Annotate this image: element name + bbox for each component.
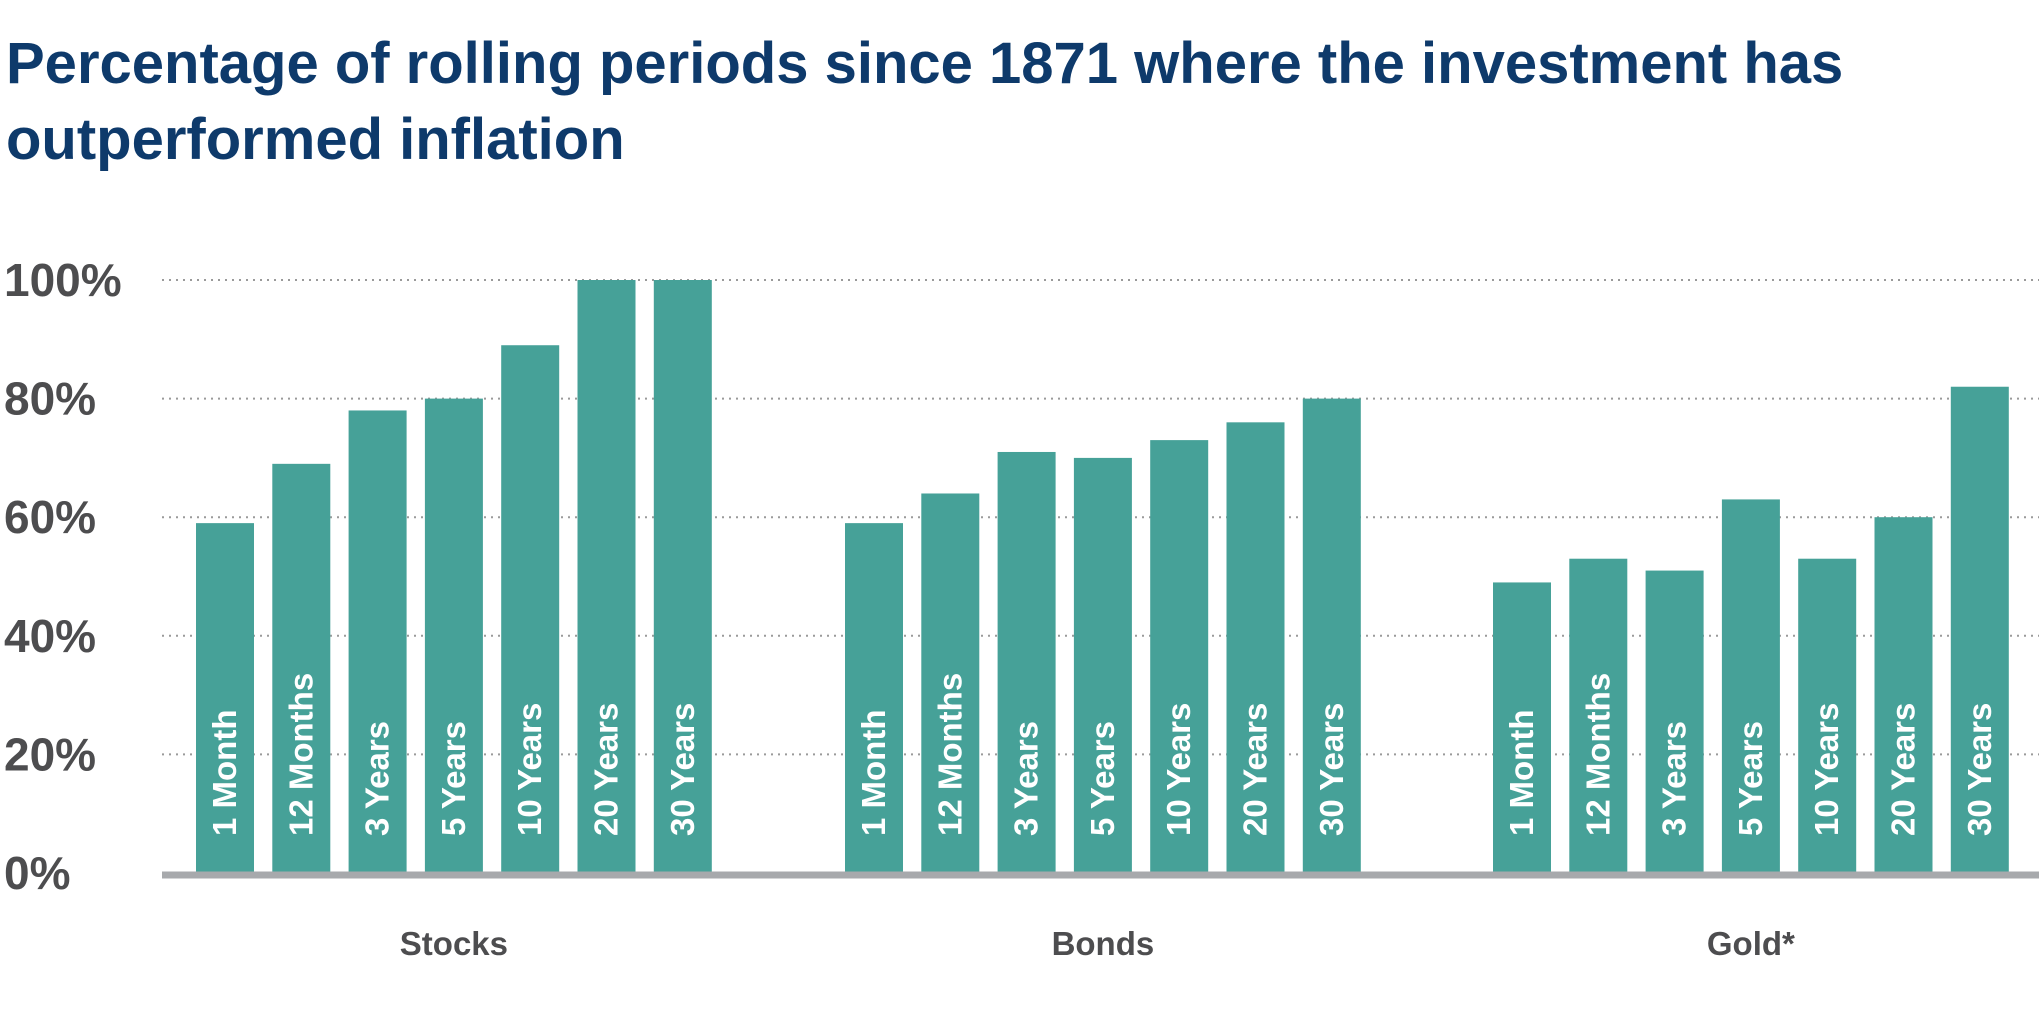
- bar: [1721, 499, 1780, 873]
- bars: 1 Month 12 Months 3 Years 5 Years 10 Years 20…: [196, 280, 2009, 874]
- bar-label: 5 Years: [1084, 721, 1121, 836]
- bar-label: 10 Years: [1808, 703, 1845, 836]
- bar-label: 5 Years: [435, 721, 472, 836]
- bar: [196, 523, 254, 873]
- bar: [272, 463, 331, 873]
- bar-label: 30 Years: [1313, 703, 1350, 836]
- y-tick-label: 40%: [4, 610, 96, 662]
- y-tick-label: 100%: [4, 254, 122, 306]
- y-tick-label: 0%: [4, 847, 70, 899]
- y-tick-label: 80%: [4, 373, 96, 425]
- bar-label: 10 Years: [511, 703, 548, 836]
- bar-label: 20 Years: [1885, 703, 1922, 836]
- bar-label: 30 Years: [1961, 703, 1998, 836]
- bar-label: 5 Years: [1732, 721, 1769, 836]
- bar: [1073, 457, 1132, 873]
- bar: [501, 345, 560, 874]
- bar-label: 1 Month: [206, 710, 243, 836]
- bar: [845, 523, 903, 873]
- bar-label: 30 Years: [664, 703, 701, 836]
- bar: [1798, 558, 1857, 873]
- bar: [1302, 398, 1361, 873]
- bar-label: 3 Years: [1656, 721, 1693, 836]
- bar: [921, 493, 980, 873]
- chart-title: Percentage of rolling periods since 1871…: [6, 31, 1844, 172]
- bar: [1493, 582, 1551, 873]
- bar: [1874, 517, 1933, 873]
- bar-label: 1 Month: [1503, 710, 1540, 836]
- group-label: Gold*: [1707, 925, 1795, 962]
- y-axis-ticks: 0% 20% 40% 60% 80% 100%: [4, 254, 122, 899]
- bar: [653, 280, 712, 873]
- bar: [1569, 558, 1628, 873]
- bar: [997, 451, 1056, 873]
- bar: [424, 398, 483, 873]
- bar-label: 12 Months: [1579, 673, 1616, 836]
- bar-label: 12 Months: [931, 673, 968, 836]
- bar-label: 3 Years: [359, 721, 396, 836]
- bar: [577, 280, 636, 873]
- bar: [1645, 570, 1704, 873]
- bar-label: 20 Years: [588, 703, 625, 836]
- bar-label: 3 Years: [1008, 721, 1045, 836]
- bar-label: 10 Years: [1160, 703, 1197, 836]
- y-tick-label: 20%: [4, 728, 96, 780]
- group-label: Stocks: [400, 925, 508, 962]
- group-labels: Stocks Bonds Gold*: [400, 925, 1795, 962]
- bar-label: 1 Month: [855, 710, 892, 836]
- bar-label: 12 Months: [282, 673, 319, 836]
- group-label: Bonds: [1052, 925, 1155, 962]
- bar: [348, 410, 407, 873]
- bar: [1150, 440, 1209, 873]
- bar: [1950, 386, 2009, 873]
- bar-label: 20 Years: [1237, 703, 1274, 836]
- y-tick-label: 60%: [4, 491, 96, 543]
- bar: [1226, 422, 1285, 873]
